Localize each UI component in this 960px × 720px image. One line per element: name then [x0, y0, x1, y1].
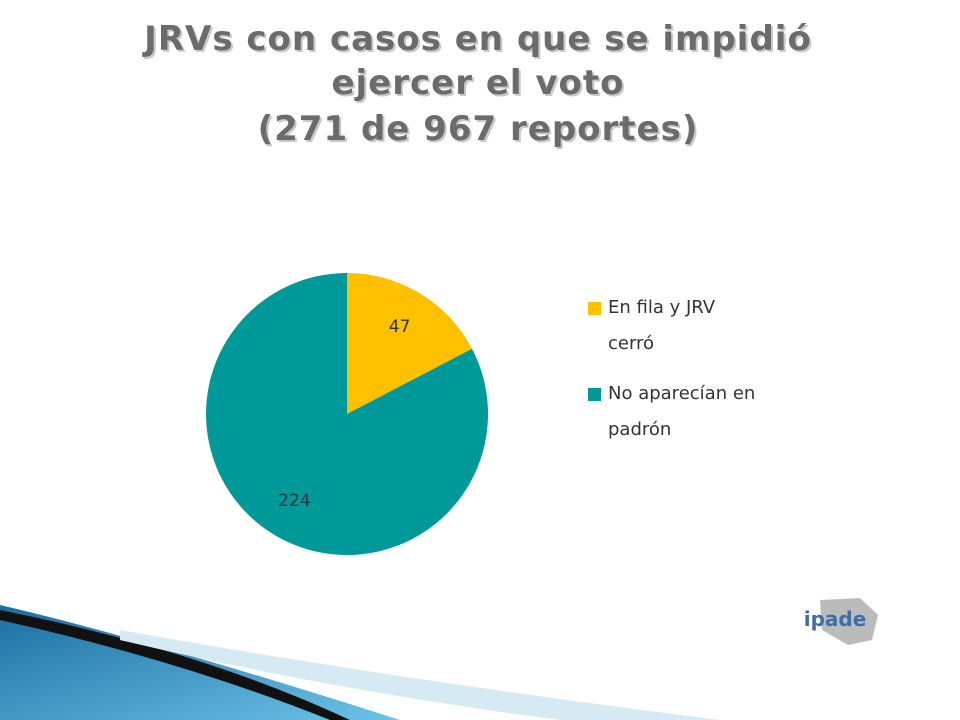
title-shadow: ejercer el voto	[333, 65, 626, 105]
legend-swatch	[588, 302, 601, 315]
logo: ipade	[804, 598, 878, 645]
legend-item: No aparecían en padrón	[584, 376, 758, 448]
legend-label: En fila y JRV cerró	[608, 297, 716, 354]
legend: En fila y JRV cerró No aparecían en padró…	[584, 290, 774, 462]
data-label: 47	[389, 317, 411, 337]
title-shadow: JRVs con casos en que se impidió	[144, 21, 814, 61]
logo-text: ipade	[804, 607, 867, 631]
pie-slice	[205, 273, 488, 555]
data-label: 224	[278, 491, 310, 511]
decor-stripe	[0, 610, 350, 720]
title-shadow: (271 de 967 reportes)	[260, 111, 701, 151]
legend-swatch	[588, 388, 601, 401]
pie-slice	[347, 273, 472, 414]
chart-title: (271 de 967 reportes)	[258, 109, 699, 149]
logo-shape	[820, 598, 878, 645]
legend-item: En fila y JRV cerró	[584, 290, 758, 362]
chart-title: ejercer el voto	[331, 63, 624, 103]
chart-title: JRVs con casos en que se impidió	[142, 19, 812, 59]
legend-label: No aparecían en padrón	[608, 383, 756, 440]
